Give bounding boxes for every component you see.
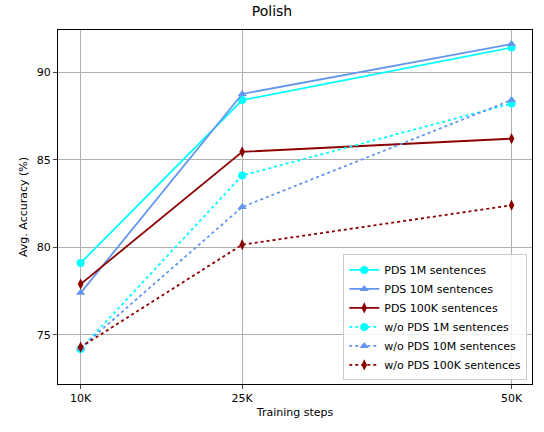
svg-text:85: 85 xyxy=(37,154,51,167)
svg-text:w/o PDS 100K sentences: w/o PDS 100K sentences xyxy=(384,359,521,372)
svg-text:w/o PDS 1M sentences: w/o PDS 1M sentences xyxy=(384,321,509,334)
svg-text:Polish: Polish xyxy=(252,3,292,19)
svg-text:50K: 50K xyxy=(501,392,523,405)
svg-text:PDS 1M sentences: PDS 1M sentences xyxy=(384,264,486,277)
svg-text:PDS 100K sentences: PDS 100K sentences xyxy=(384,302,498,315)
svg-text:25K: 25K xyxy=(232,392,254,405)
svg-text:10K: 10K xyxy=(70,392,92,405)
svg-text:80: 80 xyxy=(37,241,51,254)
svg-text:90: 90 xyxy=(37,66,51,79)
svg-text:PDS 10M sentences: PDS 10M sentences xyxy=(384,283,493,296)
svg-text:75: 75 xyxy=(37,329,51,342)
svg-text:w/o PDS 10M sentences: w/o PDS 10M sentences xyxy=(384,340,516,353)
svg-text:Avg. Accuracy (%): Avg. Accuracy (%) xyxy=(17,157,30,257)
svg-text:Training steps: Training steps xyxy=(256,406,334,419)
